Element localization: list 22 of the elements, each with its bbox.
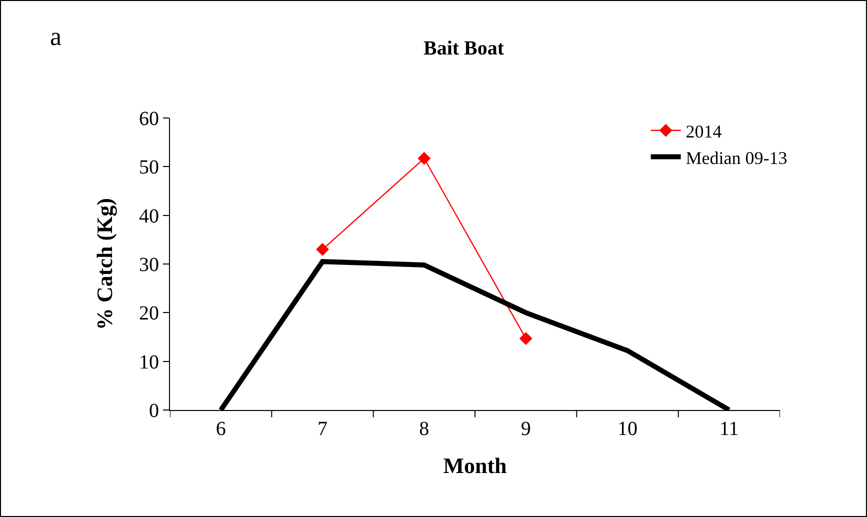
x-tick-label: 9: [520, 418, 531, 440]
x-axis-title: Month: [443, 452, 507, 478]
y-tick-label: 30: [139, 254, 159, 276]
x-tick-label: 6: [216, 418, 226, 440]
y-tick-label: 0: [149, 400, 159, 422]
legend-label: Median 09-13: [686, 148, 788, 168]
x-tick-label: 7: [318, 418, 328, 440]
y-tick-label: 50: [139, 156, 159, 179]
y-tick-label: 60: [139, 108, 159, 130]
point: [316, 242, 329, 256]
y-tick-label: 20: [139, 302, 159, 325]
x-tick-label: 11: [720, 418, 739, 440]
point: [418, 152, 431, 165]
y-tick-label: 10: [139, 351, 159, 374]
point: [519, 332, 532, 345]
y-tick-label: 40: [139, 205, 159, 228]
x-tick-label: 8: [419, 418, 430, 440]
legend-label: 2014: [686, 121, 722, 142]
x-tick-label: 10: [618, 418, 638, 440]
text: a: [50, 22, 62, 51]
chart-title: Bait Boat: [423, 37, 504, 60]
y-axis-title: % Catch (Kg): [92, 198, 117, 330]
